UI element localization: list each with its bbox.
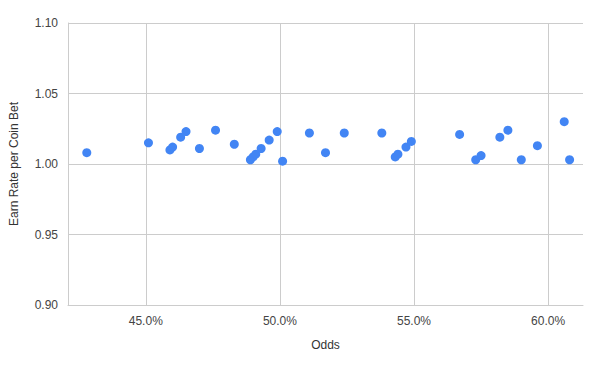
svg-text:60.0%: 60.0% xyxy=(531,314,565,328)
svg-text:Earn Rate per Coin Bet: Earn Rate per Coin Bet xyxy=(7,101,21,226)
svg-text:1.10: 1.10 xyxy=(35,16,59,30)
svg-text:1.05: 1.05 xyxy=(35,87,59,101)
svg-text:55.0%: 55.0% xyxy=(397,314,431,328)
svg-text:1.00: 1.00 xyxy=(35,157,59,171)
svg-text:0.90: 0.90 xyxy=(35,298,59,312)
svg-text:Odds: Odds xyxy=(311,338,340,352)
svg-text:0.95: 0.95 xyxy=(35,228,59,242)
svg-text:50.0%: 50.0% xyxy=(263,314,297,328)
svg-text:45.0%: 45.0% xyxy=(129,314,163,328)
